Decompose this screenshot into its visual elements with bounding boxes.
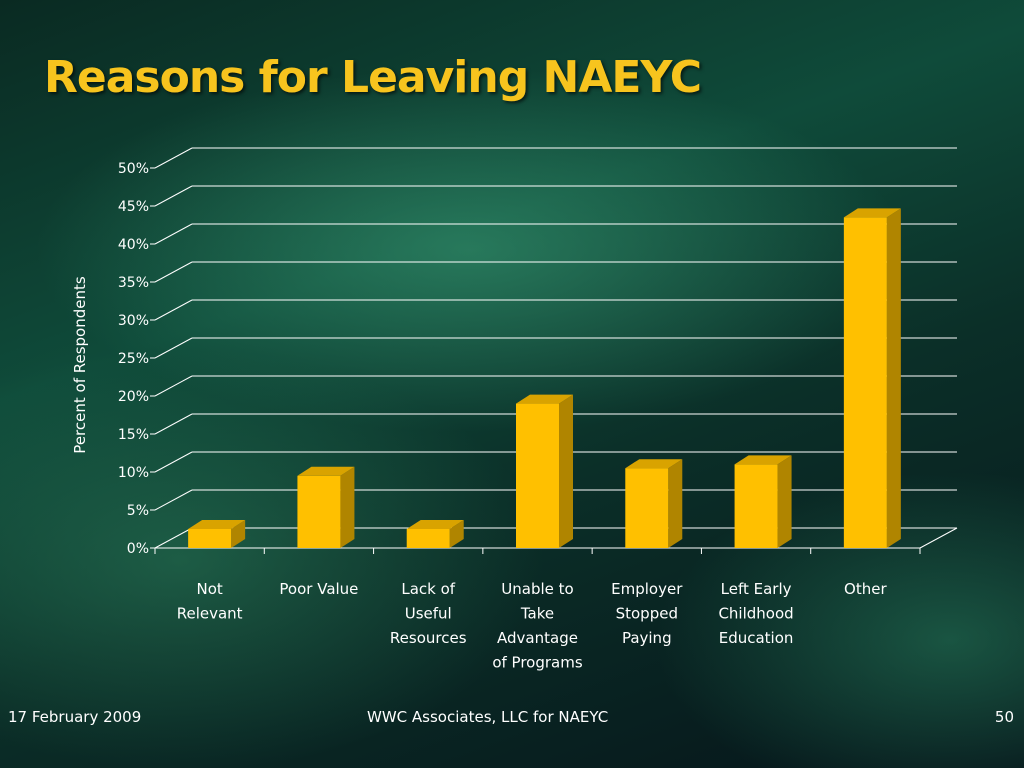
bar <box>625 459 683 548</box>
chart-gridlines <box>150 147 958 554</box>
bar-front <box>188 529 232 548</box>
bar <box>516 394 573 548</box>
chart-bars <box>188 208 901 548</box>
bar-front <box>734 464 778 548</box>
gridline-diagonal <box>154 489 193 511</box>
bar-side <box>559 394 573 548</box>
bar <box>297 466 355 548</box>
gridline-diagonal <box>154 261 193 283</box>
y-tick-label: 5% <box>127 503 149 519</box>
bar <box>734 455 792 548</box>
x-axis-labels: Not Relevant Poor Value Lack of Useful Resour… <box>177 580 888 672</box>
bar-top <box>625 459 683 469</box>
footer-presenter: WWC Associates, LLC for NAEYC <box>367 708 609 726</box>
bar-front <box>297 475 341 548</box>
bar-side <box>668 459 683 548</box>
bar-side <box>449 520 464 548</box>
x-tick-label: Unable to Take Advantage of Programs <box>492 580 583 672</box>
floor-right-edge <box>919 527 958 549</box>
x-tick-label: Lack of Useful Resources <box>390 580 467 647</box>
y-axis-label: Percent of Respondents <box>71 276 89 454</box>
bar-front <box>406 529 450 548</box>
gridline-diagonal <box>154 451 193 473</box>
bar-top <box>297 466 355 476</box>
gridline-diagonal <box>154 527 193 549</box>
bar-chart: 0% 5% 10% 15% 20% 25% 30% 35% 40% 45% 50% Not Relev… <box>71 147 958 672</box>
y-tick-label: 0% <box>127 541 149 557</box>
bar-side <box>340 466 355 548</box>
x-tick-label: Employer Stopped Paying <box>611 580 683 647</box>
x-tick-label: Poor Value <box>279 580 358 598</box>
bar-front <box>625 468 669 548</box>
bar-side <box>231 520 246 548</box>
bar <box>406 520 464 548</box>
y-tick-label: 10% <box>118 465 149 481</box>
bar-top <box>843 208 901 218</box>
y-tick-label: 35% <box>118 275 149 291</box>
gridline-diagonal <box>154 185 193 207</box>
y-axis-ticks: 0% 5% 10% 15% 20% 25% 30% 35% 40% 45% 50% <box>118 161 149 557</box>
bar-side <box>777 455 792 548</box>
bar <box>843 208 901 548</box>
bar-front <box>843 217 887 548</box>
y-tick-label: 15% <box>118 427 149 443</box>
gridline-diagonal <box>154 223 193 245</box>
bar-top <box>734 455 792 465</box>
bar <box>188 520 246 548</box>
y-tick-label: 40% <box>118 237 149 253</box>
footer-date: 17 February 2009 <box>8 708 142 726</box>
gridline-diagonal <box>154 375 193 397</box>
bar-side <box>886 208 901 548</box>
y-tick-label: 45% <box>118 199 149 215</box>
x-tick-label: Other <box>844 580 887 598</box>
bar-top <box>516 394 573 404</box>
bar-front <box>516 403 559 548</box>
gridline-diagonal <box>154 337 193 359</box>
gridline-diagonal <box>154 147 193 169</box>
y-tick-label: 50% <box>118 161 149 177</box>
x-tick-label: Left Early Childhood Education <box>718 580 793 647</box>
slide-title: Reasons for Leaving NAEYC <box>44 52 702 103</box>
bar-top <box>188 520 246 529</box>
footer-page-number: 50 <box>994 708 1014 726</box>
gridline-diagonal <box>154 299 193 321</box>
y-tick-label: 30% <box>118 313 149 329</box>
y-tick-label: 25% <box>118 351 149 367</box>
bar-top <box>406 520 464 529</box>
x-tick-label: Not Relevant <box>177 580 243 623</box>
gridline-diagonal <box>154 413 193 435</box>
y-tick-label: 20% <box>118 389 149 405</box>
